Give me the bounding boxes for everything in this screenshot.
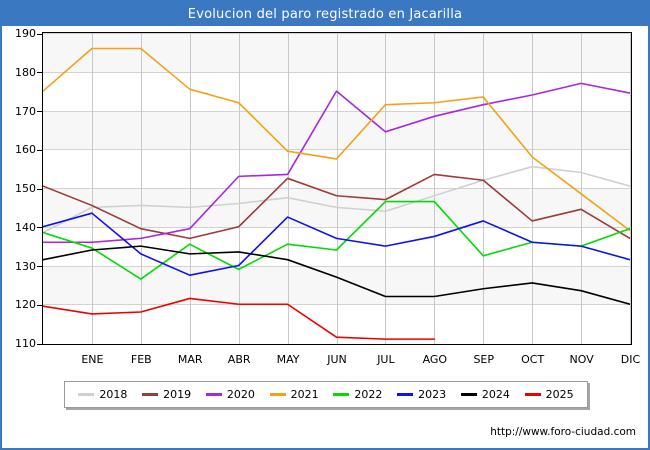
gridline-x-ENE	[91, 33, 93, 344]
legend-swatch-icon-2023	[397, 393, 414, 396]
y-tick-130	[37, 266, 42, 267]
legend-item-2020[interactable]: 2020	[205, 388, 255, 401]
y-tick-label-110: 110	[15, 337, 36, 350]
chart-container: 110 120 130 140 150 160 170 180 190 ENE FEB MAR ABR…	[2, 26, 648, 450]
footer-url: http://www.foro-ciudad.com	[490, 426, 636, 438]
x-tick-label-MAY: MAY	[276, 353, 300, 366]
y-tick-label-180: 180	[15, 65, 36, 79]
window-titlebar: Evolucion del paro registrado en Jacaril…	[2, 2, 648, 26]
y-tick-label-120: 120	[15, 298, 36, 312]
chart-legend: 2018 2019 2020 2021 2022 2023 2024 2025	[64, 381, 588, 408]
series-line-2022	[43, 200, 630, 280]
y-tick-150	[37, 188, 42, 190]
legend-swatch-icon-2021	[269, 393, 286, 396]
gridline-x-AGO	[434, 33, 436, 344]
y-tick-110	[37, 343, 42, 345]
x-tick-label-DIC: DIC	[620, 353, 641, 366]
y-tick-label-160: 160	[15, 143, 36, 157]
gridline-x-MAR	[189, 33, 191, 344]
gridline-x-JUL	[385, 33, 387, 344]
legend-item-2023[interactable]: 2023	[397, 388, 446, 401]
y-tick-180	[37, 72, 42, 74]
legend-label-2021: 2021	[290, 388, 319, 401]
legend-label-2023: 2023	[418, 388, 447, 401]
y-tick-190	[37, 33, 42, 35]
legend-label-2024: 2024	[481, 388, 510, 401]
x-tick-label-AGO: AGO	[422, 353, 448, 366]
gridline-x-JUN	[336, 33, 338, 344]
gridline-x-MAY	[287, 33, 289, 344]
series-line-2019	[43, 173, 630, 240]
legend-item-2018[interactable]: 2018	[78, 388, 127, 401]
legend-swatch-icon-2019	[142, 393, 159, 396]
legend-item-2022[interactable]: 2022	[333, 388, 382, 401]
x-tick-label-MAR: MAR	[177, 353, 203, 366]
series-lines	[43, 47, 630, 340]
y-tick-140	[37, 227, 42, 229]
series-line-2025	[43, 297, 436, 340]
legend-item-2025[interactable]: 2025	[524, 388, 574, 401]
legend-item-2019[interactable]: 2019	[142, 388, 191, 401]
series-line-2020	[43, 82, 630, 244]
y-tick-label-190: 190	[15, 27, 36, 40]
x-tick-label-SEP: SEP	[473, 353, 495, 366]
series-line-2018	[43, 165, 630, 234]
x-tick-label-NOV: NOV	[569, 353, 594, 366]
x-tick-label-ABR: ABR	[227, 353, 251, 366]
gridline-x-SEP	[483, 33, 485, 344]
y-tick-label-140: 140	[15, 220, 36, 234]
x-tick-label-OCT: OCT	[521, 353, 545, 366]
legend-label-2022: 2022	[354, 388, 383, 401]
gridline-x-DIC	[630, 33, 631, 344]
y-tick-160	[37, 149, 42, 151]
x-tick-label-FEB: FEB	[130, 353, 152, 366]
x-tick-label-JUN: JUN	[327, 353, 347, 366]
legend-swatch-icon-2022	[333, 393, 350, 396]
plot-area	[42, 32, 632, 345]
legend-item-2024[interactable]: 2024	[460, 388, 510, 401]
legend-label-2018: 2018	[99, 388, 128, 401]
y-tick-label-150: 150	[15, 182, 36, 195]
series-line-2023	[43, 212, 630, 276]
gridline-x-ABR	[238, 33, 240, 344]
y-tick-120	[37, 304, 42, 306]
gridline-x-OCT	[532, 33, 534, 344]
legend-swatch-icon-2025	[524, 393, 541, 396]
gridline-x-FEB	[140, 33, 142, 344]
legend-swatch-icon-2020	[205, 393, 222, 396]
legend-swatch-icon-2018	[78, 393, 95, 396]
page-title: Evolucion del paro registrado en Jacaril…	[187, 6, 463, 22]
series-line-2024	[43, 245, 630, 306]
legend-swatch-icon-2024	[460, 393, 477, 396]
x-tick-label-JUL: JUL	[377, 353, 395, 366]
x-tick-label-ENE: ENE	[81, 353, 104, 366]
legend-item-2021[interactable]: 2021	[269, 388, 319, 401]
legend-label-2025: 2025	[545, 388, 574, 401]
y-tick-170	[37, 111, 42, 112]
gridline-x-NOV	[581, 33, 583, 344]
y-tick-label-130: 130	[15, 259, 36, 273]
series-line-2021	[43, 47, 630, 232]
legend-label-2020: 2020	[226, 388, 255, 401]
y-tick-label-170: 170	[15, 104, 36, 118]
legend-label-2019: 2019	[163, 388, 192, 401]
